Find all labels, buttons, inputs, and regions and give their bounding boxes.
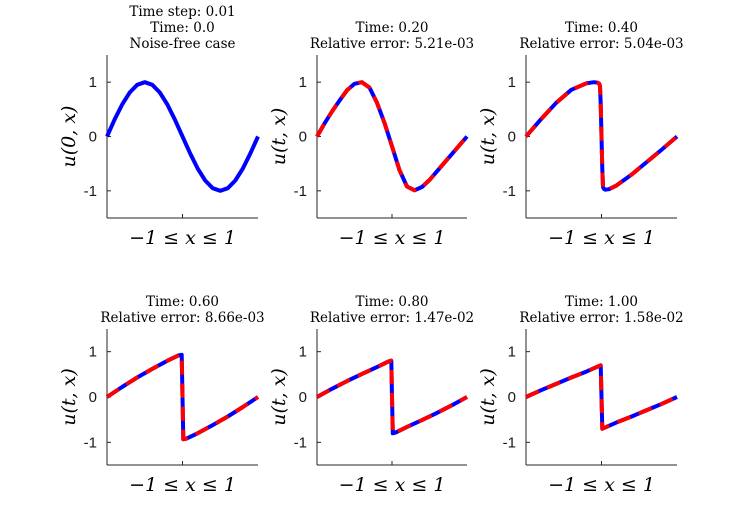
x-axis-label: −1 ≤ x ≤ 1	[548, 227, 655, 249]
y-tick-label: 1	[299, 344, 307, 361]
y-tick-label: -1	[503, 183, 516, 200]
y-tick-label: 0	[299, 389, 307, 406]
series-line-exact	[525, 363, 678, 431]
subplot-title-line: Relative error: 5.04e-03	[519, 36, 683, 52]
subplot-title-line: Relative error: 8.66e-03	[100, 310, 264, 326]
x-axis-label: −1 ≤ x ≤ 1	[129, 474, 236, 496]
series-line-exact	[105, 80, 260, 193]
y-tick-label: 1	[89, 344, 97, 361]
series-line-prediction	[525, 363, 678, 431]
y-tick-label: 0	[89, 389, 97, 406]
series-line-prediction	[105, 352, 260, 442]
y-axis-label: u(t, x)	[268, 368, 290, 426]
subplot-title-line: Time: 0.0	[150, 20, 214, 36]
y-tick-label: 0	[89, 129, 97, 146]
y-tick-label: 1	[508, 344, 516, 361]
subplot-title-line: Noise-free case	[130, 36, 236, 52]
series-line-prediction	[315, 80, 469, 193]
subplot-title-line: Time: 0.40	[565, 20, 638, 36]
y-axis-label: u(t, x)	[58, 368, 80, 426]
subplot-title-line: Time: 0.80	[355, 294, 428, 310]
x-axis-label: −1 ≤ x ≤ 1	[548, 474, 655, 496]
subplot-title-line: Relative error: 1.58e-02	[519, 310, 683, 326]
subplot-title-line: Time: 0.20	[355, 20, 428, 36]
x-axis-label: −1 ≤ x ≤ 1	[339, 474, 446, 496]
y-tick-label: -1	[84, 183, 97, 200]
y-axis-label: u(0, x)	[58, 106, 80, 168]
y-tick-label: 0	[508, 129, 516, 146]
subplot-title-line: Time: 1.00	[565, 294, 638, 310]
subplot-title-line: Time step: 0.01	[129, 4, 235, 20]
y-tick-label: -1	[294, 434, 307, 451]
y-tick-label: -1	[294, 183, 307, 200]
y-axis-label: u(t, x)	[477, 368, 499, 426]
y-tick-label: -1	[84, 434, 97, 451]
subplot-title-line: Relative error: 1.47e-02	[310, 310, 474, 326]
y-tick-label: 0	[508, 389, 516, 406]
series-line-prediction	[524, 80, 679, 192]
series-line-exact	[315, 80, 469, 193]
x-axis-label: −1 ≤ x ≤ 1	[339, 227, 446, 249]
subplot-title-line: Time: 0.60	[146, 294, 219, 310]
y-tick-label: 0	[299, 129, 307, 146]
subplot-title-line: Relative error: 5.21e-03	[310, 36, 474, 52]
y-tick-label: 1	[89, 74, 97, 91]
y-tick-label: -1	[503, 434, 516, 451]
y-tick-label: 1	[508, 74, 516, 91]
series-line-prediction	[316, 358, 468, 436]
y-axis-label: u(t, x)	[477, 108, 499, 166]
y-axis-label: u(t, x)	[268, 108, 290, 166]
subplot-title-line: NN	[171, 0, 195, 4]
x-axis-label: −1 ≤ x ≤ 1	[129, 227, 236, 249]
y-tick-label: 1	[299, 74, 307, 91]
